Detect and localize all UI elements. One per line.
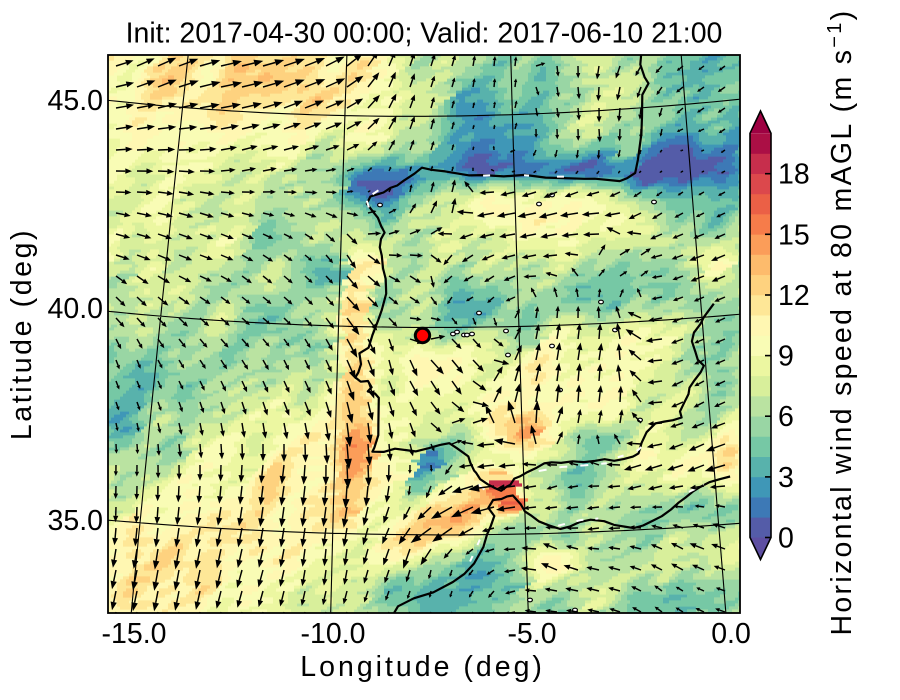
svg-text:3: 3	[778, 462, 794, 494]
svg-text:-15.0: -15.0	[102, 618, 167, 650]
svg-text:Longitude (deg): Longitude (deg)	[300, 651, 545, 683]
svg-text:-5.0: -5.0	[507, 618, 556, 650]
svg-text:0: 0	[778, 523, 794, 555]
svg-text:Init: 2017-04-30 00:00; Valid:: Init: 2017-04-30 00:00; Valid: 2017-06-1…	[126, 18, 723, 50]
svg-text:6: 6	[778, 401, 794, 433]
svg-text:35.0: 35.0	[48, 505, 103, 537]
svg-text:18: 18	[778, 159, 810, 191]
svg-text:40.0: 40.0	[48, 293, 103, 325]
svg-text:0.0: 0.0	[711, 618, 751, 650]
svg-text:Horizontal wind speed at 80 mA: Horizontal wind speed at 80 mAGL (m s−1)	[824, 9, 858, 636]
svg-text:9: 9	[778, 341, 794, 373]
svg-text:Latitude (deg): Latitude (deg)	[6, 228, 38, 440]
svg-text:12: 12	[778, 280, 810, 312]
svg-text:15: 15	[778, 219, 810, 251]
svg-text:-10.0: -10.0	[301, 618, 366, 650]
svg-text:45.0: 45.0	[48, 85, 103, 117]
